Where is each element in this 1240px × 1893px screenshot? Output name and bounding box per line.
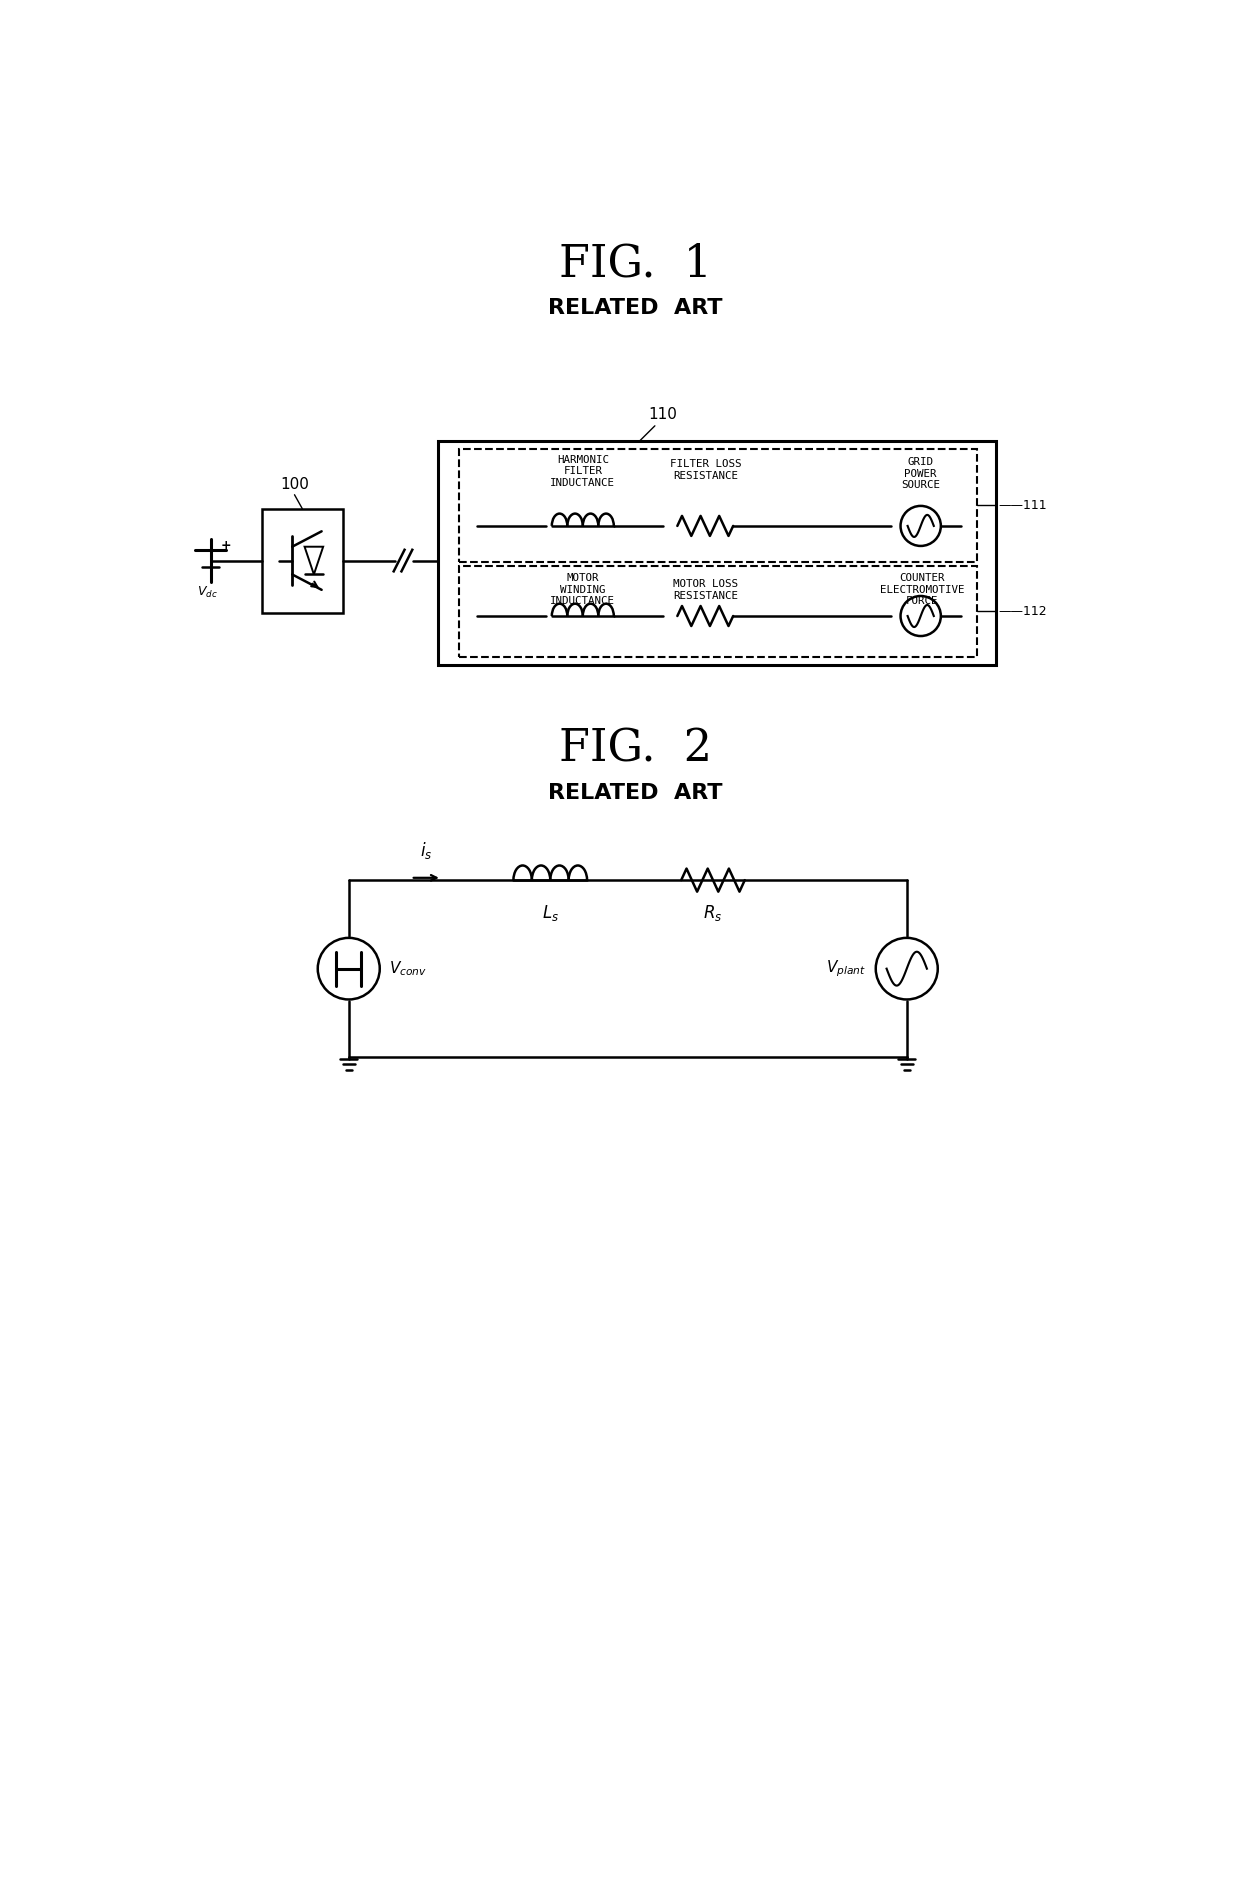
Text: FILTER LOSS
RESISTANCE: FILTER LOSS RESISTANCE	[670, 458, 742, 481]
Text: RELATED  ART: RELATED ART	[548, 784, 723, 803]
Bar	[262, 509, 343, 613]
Text: $V_{plant}$: $V_{plant}$	[827, 958, 867, 979]
Text: RELATED  ART: RELATED ART	[548, 297, 723, 318]
Text: MOTOR
WINDING
INDUCTANCE: MOTOR WINDING INDUCTANCE	[551, 574, 615, 606]
Text: HARMONIC
FILTER
INDUCTANCE: HARMONIC FILTER INDUCTANCE	[551, 454, 615, 488]
Text: FIG.  2: FIG. 2	[559, 727, 712, 770]
Text: $i_s$: $i_s$	[420, 840, 433, 861]
Text: FIG.  1: FIG. 1	[559, 242, 712, 286]
Text: MOTOR LOSS
RESISTANCE: MOTOR LOSS RESISTANCE	[673, 579, 738, 600]
Text: 110: 110	[649, 407, 677, 422]
Text: COUNTER
ELECTROMOTIVE
FORCE: COUNTER ELECTROMOTIVE FORCE	[880, 574, 965, 606]
Text: ——111: ——111	[998, 498, 1047, 511]
Text: +: +	[221, 540, 232, 551]
Text: $V_{dc}$: $V_{dc}$	[196, 585, 217, 600]
Text: $R_s$: $R_s$	[703, 903, 723, 924]
Text: $L_s$: $L_s$	[542, 903, 559, 924]
Text: ——112: ——112	[998, 606, 1047, 617]
Text: GRID
POWER
SOURCE: GRID POWER SOURCE	[901, 456, 940, 490]
Bar	[459, 566, 977, 657]
Bar	[459, 449, 977, 562]
Bar	[438, 441, 996, 664]
Text: 100: 100	[280, 477, 309, 492]
Text: $V_{conv}$: $V_{conv}$	[389, 960, 427, 979]
